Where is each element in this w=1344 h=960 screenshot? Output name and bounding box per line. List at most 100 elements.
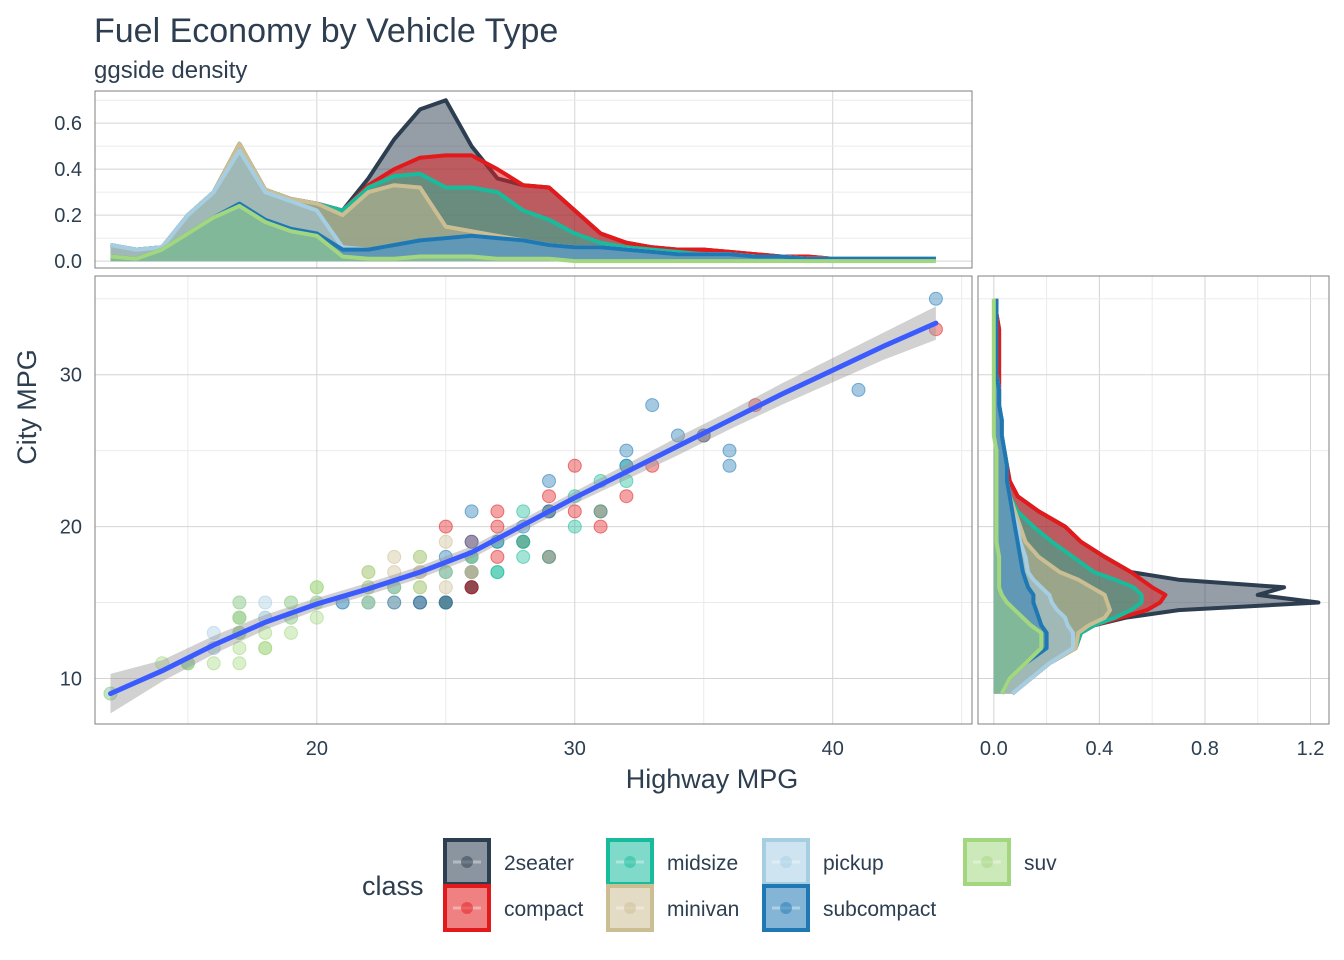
- point-minivan: [438, 580, 453, 595]
- point-subcompact: [464, 504, 479, 519]
- legend-swatch-point: [461, 902, 473, 914]
- point-suv: [232, 641, 247, 656]
- point-suv: [232, 595, 247, 610]
- point-subcompact: [645, 398, 660, 413]
- legend-label-compact: compact: [504, 898, 584, 921]
- legend-key-2seater: [443, 838, 491, 886]
- right-density-area-subcompact: [993, 298, 1047, 694]
- x-axis-title: Highway MPG: [626, 764, 799, 794]
- point-subcompact: [619, 443, 634, 458]
- point-minivan: [387, 549, 402, 564]
- point-midsize: [567, 519, 582, 534]
- point-compact: [490, 504, 505, 519]
- point-pickup: [206, 625, 221, 640]
- right-x-tick-label: 0.0: [980, 738, 1008, 760]
- point-subcompact: [928, 291, 943, 306]
- legend-swatch: [762, 884, 810, 932]
- legend-swatch-point: [624, 902, 636, 914]
- panel-border: [977, 275, 1330, 725]
- point-subcompact: [722, 458, 737, 473]
- chart-title: Fuel Economy by Vehicle Type: [94, 12, 559, 50]
- main-scatter-panel: 20 30 40 10 20 30: [60, 275, 973, 760]
- top-y-tick-label: 0.6: [54, 113, 82, 135]
- point-subcompact: [464, 534, 479, 549]
- point-minivan: [464, 565, 479, 580]
- right-density-line-suv: [991, 298, 1044, 695]
- point-compact: [619, 489, 634, 504]
- legend-key-subcompact: [762, 884, 810, 932]
- point-compact: [464, 580, 479, 595]
- point-suv: [258, 625, 273, 640]
- legend-key-compact: [443, 884, 491, 932]
- point-compact: [542, 489, 556, 504]
- legend-label-midsize: midsize: [667, 852, 738, 875]
- point-subcompact: [387, 595, 402, 610]
- point-midsize: [542, 549, 556, 564]
- legend-label-suv: suv: [1024, 852, 1057, 875]
- point-pickup: [258, 595, 273, 610]
- point-suv: [309, 610, 324, 625]
- chart-subtitle: ggside density: [94, 57, 248, 84]
- panel-border: [94, 275, 973, 725]
- point-midsize: [516, 534, 531, 549]
- right-density-line-subcompact: [994, 298, 1049, 695]
- point-midsize: [516, 549, 531, 564]
- point-suv: [284, 595, 298, 610]
- top-y-tick-label: 0.0: [54, 251, 82, 273]
- point-compact: [490, 549, 505, 564]
- legend-key-minivan: [606, 884, 654, 932]
- right-x-tick-label: 0.8: [1191, 738, 1219, 760]
- legend: class 2seater compact midsize minivan pickup…: [362, 838, 1057, 932]
- point-minivan: [438, 534, 453, 549]
- point-midsize: [593, 504, 608, 519]
- legend-title: class: [362, 871, 424, 901]
- top-y-tick-label: 0.2: [54, 205, 82, 227]
- top-y-tick-label: 0.4: [54, 159, 82, 181]
- right-x-tick-label: 1.2: [1297, 738, 1325, 760]
- legend-label-minivan: minivan: [667, 898, 739, 921]
- legend-key-midsize: [606, 838, 654, 886]
- point-suv: [309, 580, 324, 595]
- legend-label-subcompact: subcompact: [823, 898, 936, 921]
- y-axis-title: City MPG: [12, 349, 42, 465]
- point-suv: [206, 656, 221, 671]
- point-compact: [593, 519, 608, 534]
- point-suv: [361, 565, 376, 580]
- point-compact: [567, 504, 582, 519]
- right-density-panel: 0.0 0.4 0.8 1.2: [977, 275, 1330, 760]
- point-compact: [567, 458, 582, 473]
- top-density-panel: 0.0 0.2 0.4 0.6: [54, 90, 973, 273]
- point-subcompact: [438, 595, 453, 610]
- legend-label-pickup: pickup: [823, 852, 884, 875]
- point-compact: [438, 519, 453, 534]
- right-x-tick-label: 0.4: [1085, 738, 1113, 760]
- x-tick-label: 30: [564, 738, 586, 760]
- legend-swatch-point: [981, 856, 993, 868]
- legend-key-pickup: [762, 838, 810, 886]
- point-compact: [490, 519, 505, 534]
- point-midsize: [516, 504, 531, 519]
- point-suv: [232, 656, 247, 671]
- top-density-area-suv: [110, 205, 936, 262]
- legend-swatch-point: [780, 856, 792, 868]
- point-suv: [413, 580, 427, 595]
- point-subcompact: [851, 382, 866, 397]
- point-subcompact: [542, 474, 556, 488]
- point-suv: [413, 549, 427, 564]
- legend-swatch-point: [624, 856, 636, 868]
- legend-swatch-point: [780, 902, 792, 914]
- point-suv: [438, 565, 453, 580]
- top-density-line-suv: [110, 203, 936, 264]
- smooth-line: [108, 320, 939, 697]
- point-suv: [284, 625, 298, 640]
- legend-swatch-point: [461, 856, 473, 868]
- point-suv: [232, 610, 247, 625]
- y-tick-label: 30: [60, 365, 82, 387]
- x-tick-label: 40: [822, 738, 844, 760]
- y-tick-label: 20: [60, 517, 82, 539]
- point-midsize: [490, 565, 505, 580]
- point-suv: [361, 595, 376, 610]
- panel-border: [94, 90, 973, 269]
- point-subcompact: [413, 595, 427, 610]
